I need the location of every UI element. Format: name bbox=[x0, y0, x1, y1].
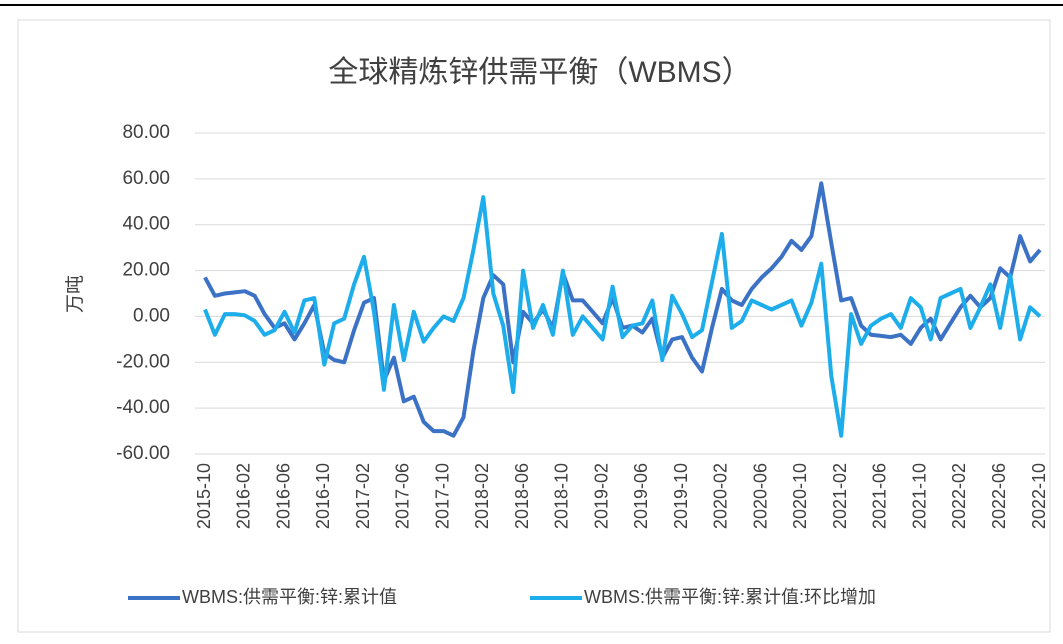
x-tick-label: 2020-02 bbox=[711, 463, 731, 529]
x-tick-label: 2021-02 bbox=[830, 463, 850, 529]
x-tick-label: 2017-06 bbox=[393, 463, 413, 529]
x-tick-label: 2019-06 bbox=[631, 463, 651, 529]
legend-label: WBMS:供需平衡:锌:累计值 bbox=[182, 587, 397, 607]
y-tick-label: 80.00 bbox=[122, 122, 170, 143]
x-tick-label: 2016-06 bbox=[273, 463, 293, 529]
x-tick-label: 2019-10 bbox=[671, 463, 691, 529]
x-tick-label: 2020-06 bbox=[750, 463, 770, 529]
y-tick-label: -20.00 bbox=[116, 351, 170, 372]
x-tick-label: 2018-10 bbox=[552, 463, 572, 529]
x-tick-label: 2018-02 bbox=[472, 463, 492, 529]
x-tick-label: 2015-10 bbox=[194, 463, 214, 529]
y-tick-label: -40.00 bbox=[116, 397, 170, 418]
y-tick-label: -60.00 bbox=[116, 443, 170, 464]
x-tick-label: 2019-02 bbox=[591, 463, 611, 529]
data-line bbox=[203, 195, 1042, 438]
x-tick-label: 2017-02 bbox=[353, 463, 373, 529]
y-tick-label: 0.00 bbox=[133, 305, 170, 326]
y-tick-label: 60.00 bbox=[122, 168, 170, 189]
x-tick-label: 2022-06 bbox=[989, 463, 1009, 529]
x-tick-label: 2018-06 bbox=[512, 463, 532, 529]
x-tick-label: 2021-06 bbox=[870, 463, 890, 529]
y-axis-label: 万吨 bbox=[64, 275, 86, 313]
x-tick-label: 2017-10 bbox=[432, 463, 452, 529]
x-tick-label: 2021-10 bbox=[909, 463, 929, 529]
x-tick-label: 2022-02 bbox=[949, 463, 969, 529]
chart-title: 全球精炼锌供需平衡（WBMS） bbox=[328, 56, 751, 89]
x-tick-label: 2016-10 bbox=[313, 463, 333, 529]
y-tick-label: 20.00 bbox=[122, 260, 170, 281]
legend-label: WBMS:供需平衡:锌:累计值:环比增加 bbox=[584, 587, 876, 607]
y-tick-label: 40.00 bbox=[122, 214, 170, 235]
x-tick-label: 2016-02 bbox=[234, 463, 254, 529]
x-tick-label: 2022-10 bbox=[1029, 463, 1049, 529]
x-tick-label: 2020-10 bbox=[790, 463, 810, 529]
